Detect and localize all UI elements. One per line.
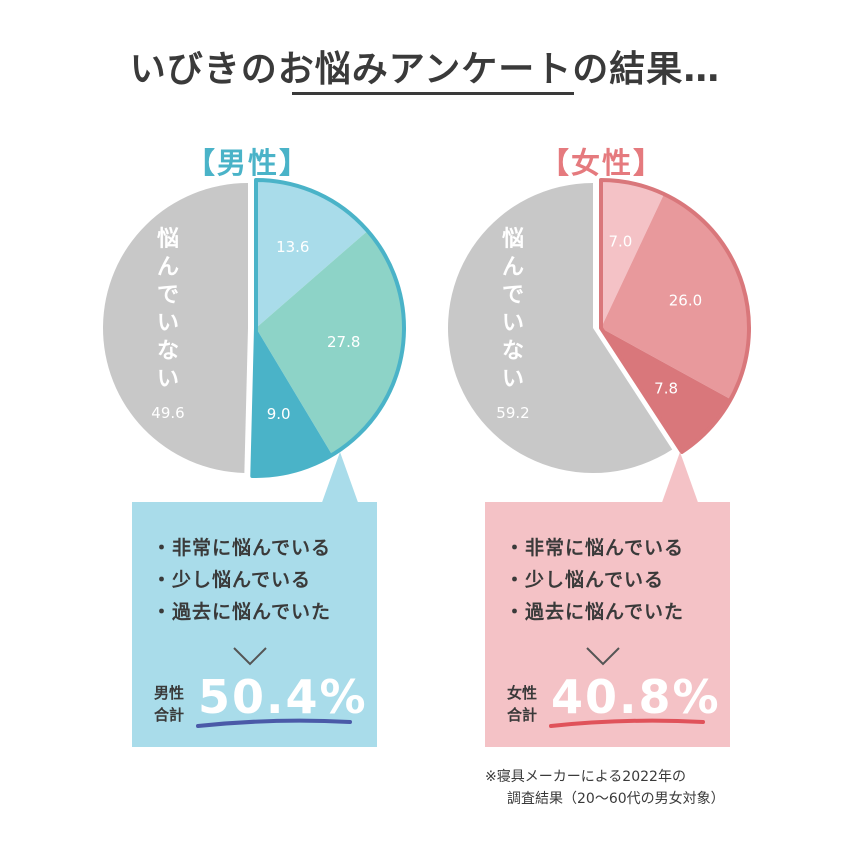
male-slice-0	[256, 180, 368, 328]
male-slice-1	[256, 230, 404, 455]
male-not-suffering-char: な	[157, 339, 179, 364]
male-value-label-1: 27.8	[327, 333, 360, 351]
footnote-line-2: 調査結果（20〜60代の男女対象）	[507, 791, 725, 807]
chevron-down-icon	[586, 647, 620, 666]
page-title: いびきのお悩みアンケートの結果…	[129, 49, 721, 90]
male-value-label-0: 13.6	[276, 238, 309, 256]
footnote-line-1: ※寝具メーカーによる2022年の	[485, 769, 686, 785]
male-heading: 【男性】	[185, 146, 310, 180]
female-legend-list: ・非常に悩んでいる ・少し悩んでいる ・過去に悩んでいた	[505, 532, 684, 628]
male-result-card: ・非常に悩んでいる ・少し悩んでいる ・過去に悩んでいた 男性 合計 50.4%	[132, 502, 377, 747]
male-not-suffering-char: い	[157, 367, 179, 392]
female-total-underline	[549, 718, 705, 728]
male-total-underline	[196, 718, 352, 728]
female-value-label-0: 7.0	[608, 232, 632, 250]
female-slice-not-suffering	[447, 183, 673, 473]
male-total-value: 50.4%	[198, 670, 368, 724]
female-slice-1	[601, 194, 749, 400]
male-not-suffering-char: で	[157, 283, 179, 308]
legend-item-slightly: ・少し悩んでいる	[505, 569, 665, 591]
chevron-down-icon	[233, 647, 267, 666]
male-value-label-2: 9.0	[267, 405, 291, 423]
female-not-suffering-char: ん	[502, 255, 524, 280]
female-slice-0	[601, 180, 665, 328]
male-legend-list: ・非常に悩んでいる ・少し悩んでいる ・過去に悩んでいた	[152, 532, 331, 628]
female-not-suffering-char: な	[502, 339, 524, 364]
legend-item-past: ・過去に悩んでいた	[152, 601, 332, 623]
female-value-label-3: 59.2	[496, 404, 529, 422]
male-not-suffering-char: 悩	[157, 227, 179, 252]
footnote: ※寝具メーカーによる2022年の 調査結果（20〜60代の男女対象）	[485, 766, 815, 810]
legend-item-very: ・非常に悩んでいる	[152, 537, 332, 559]
legend-item-past: ・過去に悩んでいた	[505, 601, 685, 623]
female-total-value: 40.8%	[551, 670, 721, 724]
female-not-suffering-char: 悩	[502, 227, 524, 252]
legend-item-slightly: ・少し悩んでいる	[152, 569, 312, 591]
female-value-label-1: 26.0	[669, 292, 702, 310]
female-result-card: ・非常に悩んでいる ・少し悩んでいる ・過去に悩んでいた 女性 合計 40.8%	[485, 502, 730, 747]
male-suffering-outline	[250, 178, 406, 478]
female-not-suffering-char: で	[502, 283, 524, 308]
male-slice-2	[252, 328, 333, 476]
male-card-pointer	[320, 452, 360, 508]
male-total-label: 男性 合計	[154, 684, 185, 724]
title-underline	[292, 92, 574, 95]
male-slice-not-suffering	[103, 183, 249, 473]
female-not-suffering-char: い	[502, 367, 524, 392]
male-not-suffering-char: ん	[157, 255, 179, 280]
legend-item-very: ・非常に悩んでいる	[505, 537, 685, 559]
female-heading: 【女性】	[539, 146, 664, 180]
female-card-pointer	[660, 452, 700, 508]
female-suffering-outline	[599, 178, 751, 454]
female-value-label-2: 7.8	[654, 379, 678, 397]
male-value-label-3: 49.6	[151, 404, 184, 422]
male-not-suffering-char: い	[157, 311, 179, 336]
female-total-label: 女性 合計	[507, 684, 538, 724]
female-slice-2	[601, 328, 731, 452]
female-not-suffering-char: い	[502, 311, 524, 336]
